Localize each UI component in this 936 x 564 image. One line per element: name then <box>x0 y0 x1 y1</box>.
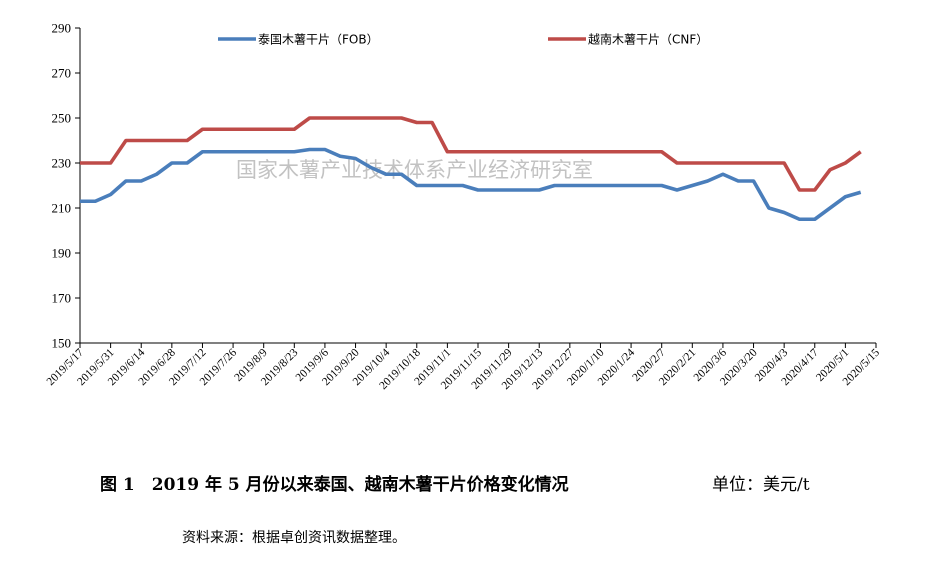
y-tick-label: 210 <box>52 201 72 216</box>
price-line-chart: 150 170 190 210 230 250 270 290 2019/5/172019/5… <box>45 21 883 393</box>
watermark: 国家木薯产业技术体系产业经济研究室 <box>236 158 593 182</box>
y-tick-label: 250 <box>52 111 72 126</box>
y-tick-label: 270 <box>52 66 72 81</box>
series-line-2 <box>80 116 862 192</box>
legend-label-2: 越南木薯干片（CNF） <box>588 32 708 47</box>
legend: 泰国木薯干片（FOB） 越南木薯干片（CNF） <box>218 32 708 47</box>
series-lines <box>80 116 862 222</box>
y-tick-label: 190 <box>52 246 72 261</box>
y-axis: 150 170 190 210 230 250 270 290 <box>52 21 81 351</box>
data-source-note: 资料来源：根据卓创资讯数据整理。 <box>182 530 406 546</box>
x-axis: 2019/5/172019/5/312019/6/142019/6/282019… <box>45 342 882 392</box>
unit-label: 单位：美元/t <box>712 475 810 495</box>
y-tick-label: 150 <box>52 336 72 351</box>
y-tick-label: 170 <box>52 291 72 306</box>
series-line-1 <box>80 147 862 222</box>
y-tick-label: 290 <box>52 21 72 36</box>
legend-label-1: 泰国木薯干片（FOB） <box>258 33 379 47</box>
y-tick-label: 230 <box>52 156 72 171</box>
figure-caption: 图 1 2019 年 5 月份以来泰国、越南木薯干片价格变化情况 <box>100 475 569 495</box>
